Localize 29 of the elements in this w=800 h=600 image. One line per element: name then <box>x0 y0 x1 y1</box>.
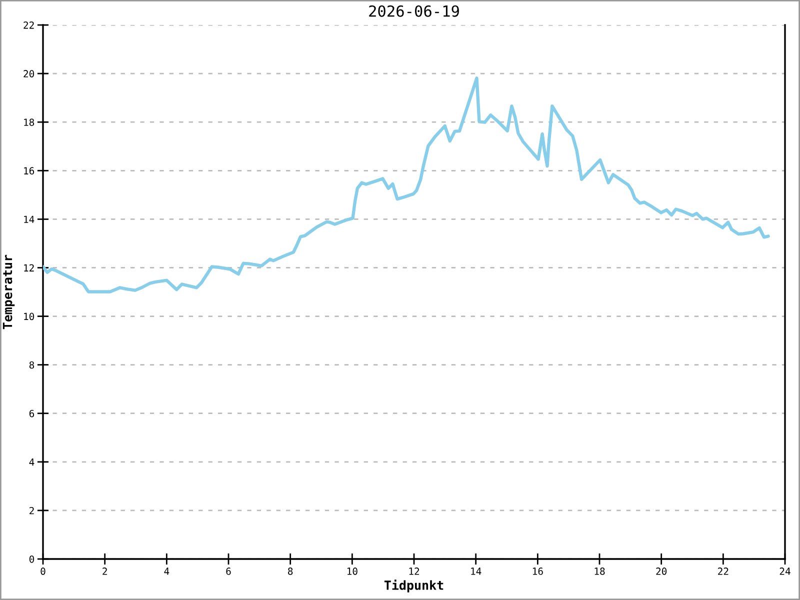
y-tick-label: 22 <box>24 22 34 29</box>
y-tick-label: 4 <box>29 458 34 466</box>
y-tick-label: 0 <box>29 556 34 563</box>
y-tick-label: 2 <box>30 506 34 514</box>
x-tick-label: 0 <box>40 568 46 575</box>
y-tick-label: 8 <box>29 361 34 369</box>
x-tick-label: 18 <box>594 568 605 575</box>
y-tick-label: 12 <box>24 264 34 272</box>
y-tick-label: 10 <box>24 312 34 320</box>
y-tick-label: 16 <box>24 167 34 174</box>
y-tick-label: 18 <box>24 118 34 126</box>
x-tick-label: 8 <box>288 568 293 575</box>
x-tick-label: 24 <box>780 568 790 575</box>
chart-title: 2026-06-19 <box>369 5 459 17</box>
x-tick-label: 12 <box>409 568 420 575</box>
x-tick-label: 2 <box>102 568 107 575</box>
x-tick-label: 6 <box>226 568 231 575</box>
x-axis-title: Tidpunkt <box>384 580 444 592</box>
y-tick-label: 6 <box>29 410 34 418</box>
x-tick-label: 16 <box>532 568 543 575</box>
y-tick-label: 20 <box>24 70 34 78</box>
x-tick-label: 4 <box>164 568 170 575</box>
x-tick-label: 22 <box>718 568 728 575</box>
y-axis-title: Temperatur <box>2 254 15 330</box>
y-tick-label: 14 <box>24 216 34 223</box>
x-tick-label: 20 <box>656 568 667 575</box>
line-series <box>43 76 770 294</box>
x-tick-label: 10 <box>347 568 358 575</box>
x-tick-label: 14 <box>471 568 482 575</box>
